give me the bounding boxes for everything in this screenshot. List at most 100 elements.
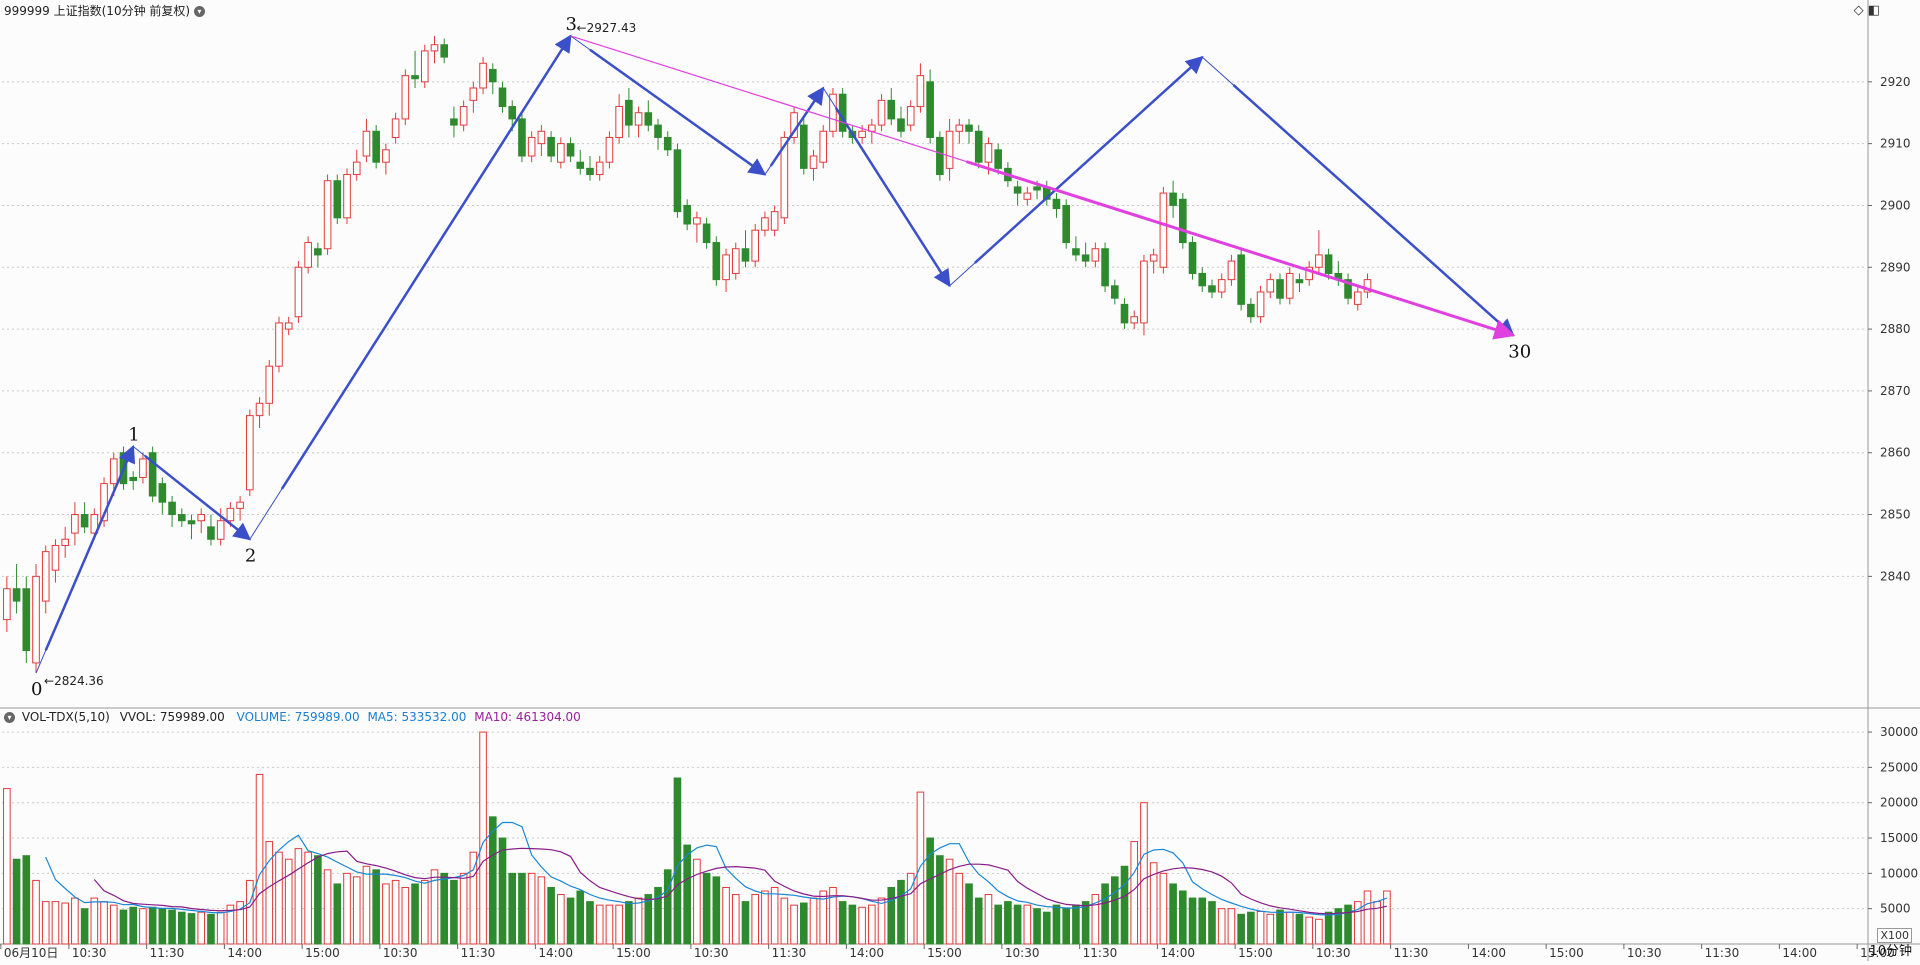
volume-bar — [177, 911, 186, 945]
time-tick-label: 15:00 — [305, 946, 340, 960]
time-tick-label: 10:30 — [72, 946, 107, 960]
volume-bar — [1353, 901, 1362, 945]
wave-arrow — [834, 107, 951, 288]
volume-bar — [1091, 894, 1100, 945]
volume-bar — [22, 855, 31, 945]
candle-body — [537, 130, 546, 145]
volume-bar — [586, 901, 594, 945]
candle-body — [12, 588, 21, 602]
volume-tick-label: 25000 — [1880, 760, 1918, 774]
time-tick-label: 14:00 — [1782, 946, 1817, 960]
collapse-icon[interactable]: ▾ — [4, 712, 15, 723]
candle-body — [197, 514, 206, 522]
candle-body — [168, 501, 176, 516]
volume-bar — [1033, 908, 1041, 945]
period-label[interactable]: 10分钟 — [1869, 944, 1912, 959]
volume-bar — [430, 869, 439, 945]
volume-bar — [1179, 890, 1187, 945]
wave-arrow — [769, 86, 825, 167]
volume-multiplier: X100 — [1877, 928, 1912, 943]
volume-bar — [41, 901, 50, 945]
volume-bar — [829, 886, 837, 945]
candle-body — [527, 136, 536, 157]
volume-bar — [615, 904, 623, 945]
time-tick-label: 11:30 — [1394, 946, 1429, 960]
volume-bar — [352, 876, 361, 945]
volume-bar — [1344, 904, 1352, 945]
volume-bar — [343, 872, 351, 945]
volume-bar — [731, 894, 740, 945]
volume-bar — [469, 851, 478, 945]
volume-bar — [440, 872, 449, 945]
candle-body — [770, 211, 779, 231]
candle-body — [51, 544, 60, 571]
wave-label: 2 — [245, 545, 256, 566]
volume-bar — [1247, 911, 1255, 945]
volume-bar — [1149, 862, 1158, 945]
volume-bar — [741, 901, 750, 945]
candle-body — [1159, 192, 1168, 268]
volume-bar — [770, 886, 779, 945]
volume-bar — [916, 791, 925, 945]
volume-ma5-line — [45, 821, 1388, 916]
volume-bar — [333, 883, 342, 945]
chevron-down-icon[interactable]: ▾ — [193, 6, 205, 17]
volume-bar — [498, 837, 507, 945]
volume-bar — [547, 886, 555, 945]
volume-bar — [887, 886, 896, 945]
price-tick-label: 2920 — [1880, 75, 1911, 89]
volume-bar — [265, 841, 274, 945]
time-tick-label: 10:30 — [1316, 946, 1351, 960]
volume-bar — [197, 911, 206, 945]
volume-bar — [1188, 897, 1197, 945]
candle-body — [897, 118, 905, 132]
volume-bars-group — [3, 731, 1391, 945]
volume-bar — [848, 904, 857, 945]
volume-bar — [984, 894, 993, 945]
diamond-icon[interactable]: ◇ — [1853, 3, 1864, 18]
volume-bar — [362, 865, 371, 945]
volume-bar — [1217, 908, 1226, 945]
volume-bar — [994, 904, 1002, 945]
candle-body — [741, 248, 750, 262]
price-tick-label: 2910 — [1880, 137, 1911, 151]
candle-body — [761, 217, 769, 231]
candle-body — [71, 514, 79, 534]
candle-body — [547, 136, 555, 157]
volume-bar — [80, 908, 89, 945]
volume-bar — [644, 894, 653, 945]
candle-body — [343, 174, 351, 219]
volume-bar — [974, 897, 983, 945]
candle-body — [226, 507, 235, 522]
volume-bar — [148, 906, 157, 945]
volume-bar — [566, 897, 575, 945]
volume-bar — [683, 844, 691, 945]
candle-body — [430, 44, 439, 52]
volume-bar — [926, 837, 934, 945]
candle-body — [255, 402, 264, 417]
panel-toggle-icon[interactable]: ◧ — [1867, 3, 1880, 18]
candle-body — [139, 458, 147, 478]
volume-bar — [1334, 908, 1343, 945]
candle-body — [41, 551, 50, 602]
candle-body — [936, 136, 944, 176]
volume-bar — [945, 858, 954, 945]
volume-bar — [32, 879, 40, 945]
volume-bar — [518, 872, 526, 945]
candle-body — [1110, 285, 1119, 299]
price-tick-label: 2870 — [1880, 384, 1911, 398]
price-tick-label: 2890 — [1880, 260, 1911, 274]
volume-tick-label: 30000 — [1880, 725, 1918, 739]
volume-bar — [304, 851, 312, 945]
candle-body — [595, 161, 604, 176]
candle-body — [158, 483, 167, 503]
volume-bar — [1081, 901, 1090, 945]
candle-body — [420, 50, 429, 83]
wave-arrow — [974, 55, 1204, 264]
candle-body — [916, 75, 925, 108]
volume-bar — [207, 913, 215, 945]
candle-body — [236, 501, 244, 509]
candle-body — [187, 520, 196, 525]
candle-body — [1344, 279, 1352, 299]
low-price-label: ←2824.36 — [44, 674, 104, 688]
